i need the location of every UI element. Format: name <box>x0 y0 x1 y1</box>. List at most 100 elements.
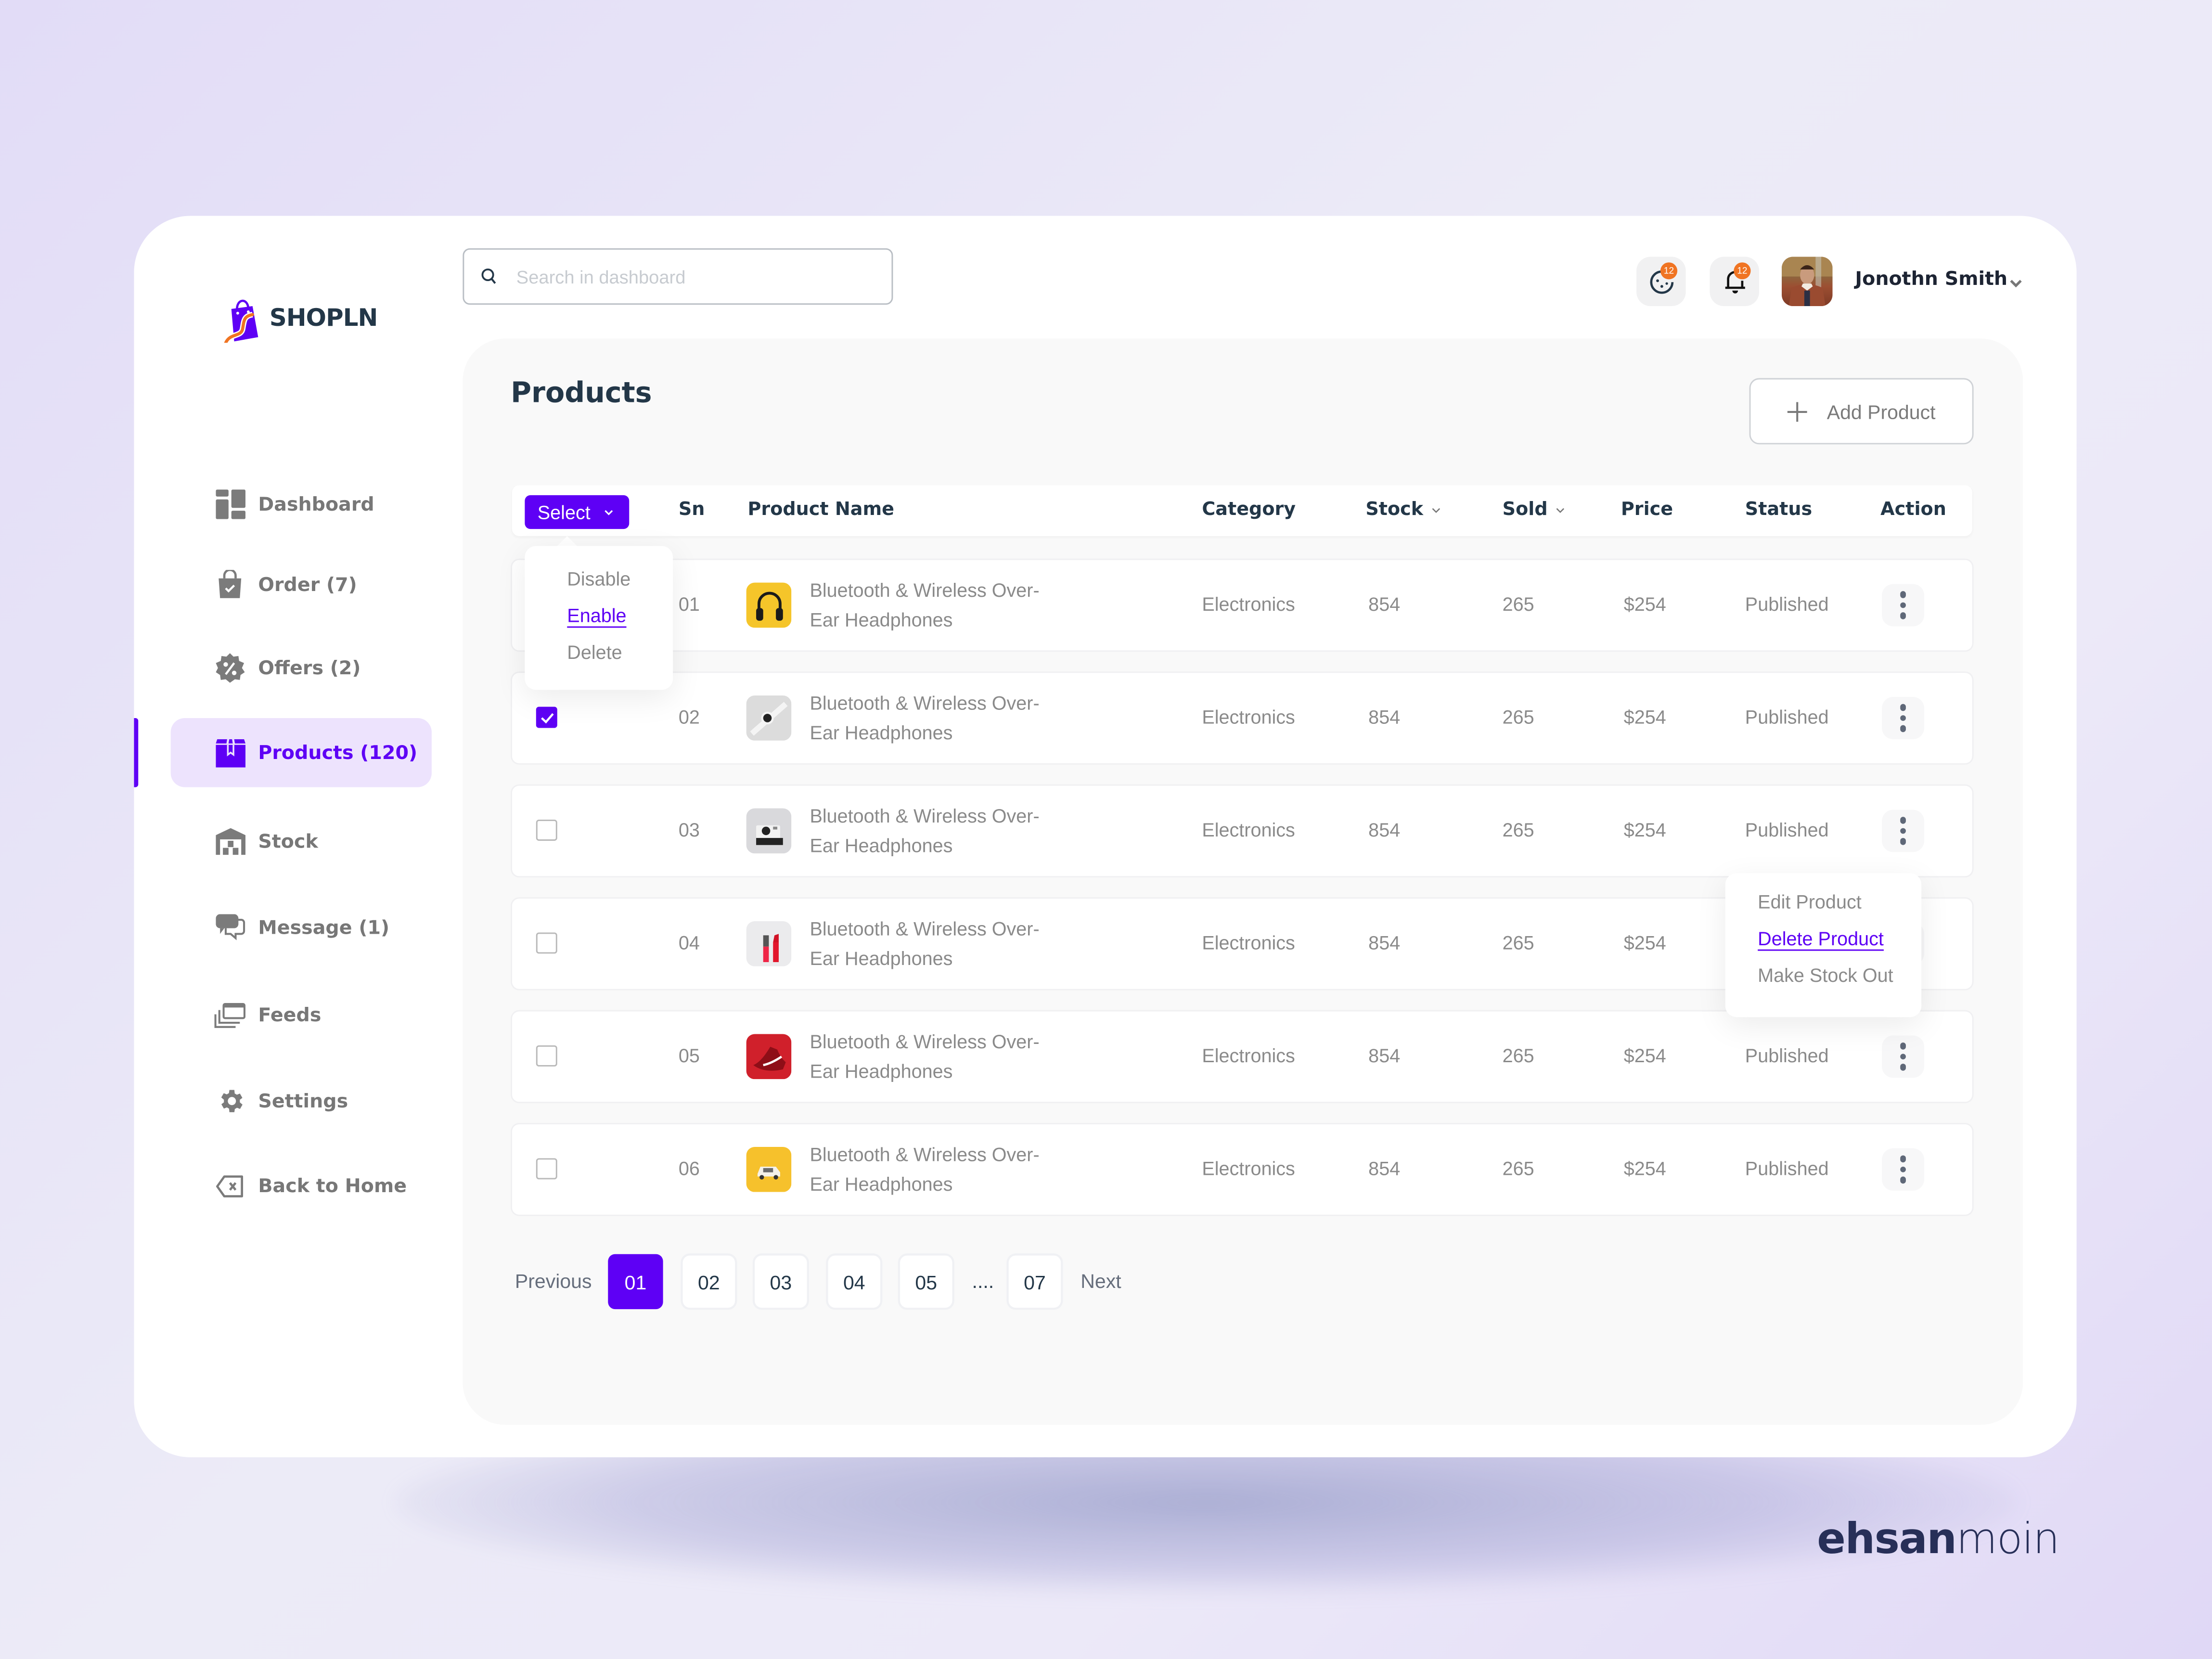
row-actions-button[interactable] <box>1882 1035 1925 1078</box>
row-stock: 854 <box>1368 707 1401 728</box>
kebab-menu-icon <box>1900 704 1906 711</box>
row-price: $254 <box>1623 707 1666 728</box>
column-header-action: Action <box>1880 499 1946 521</box>
row-status: Published <box>1745 819 1829 841</box>
search-box <box>463 248 893 305</box>
product-name[interactable]: Bluetooth & Wireless Over- Ear Headphones <box>810 1031 1040 1082</box>
sidebar-item-products[interactable]: Products (120) <box>170 718 432 787</box>
table-header: Select Sn Product Name Category Stock So… <box>512 485 1972 536</box>
dashboard-icon <box>215 489 245 520</box>
row-price: $254 <box>1623 819 1666 841</box>
pagination-previous[interactable]: Previous <box>514 1270 592 1292</box>
row-sn: 01 <box>678 594 700 615</box>
product-name[interactable]: Bluetooth & Wireless Over- Ear Headphones <box>810 579 1040 631</box>
page-button-03[interactable]: 03 <box>755 1255 807 1308</box>
product-thumbnail-lipstick <box>746 921 792 966</box>
menu-item-edit-product[interactable]: Edit Product <box>1758 891 1862 913</box>
page-button-07[interactable]: 07 <box>1008 1255 1061 1308</box>
notification-count-badge: 12 <box>1660 262 1678 280</box>
cookie-icon <box>1649 270 1673 294</box>
row-actions-button[interactable] <box>1882 584 1925 627</box>
dropdown-caret <box>555 536 579 548</box>
kebab-menu-icon <box>1900 817 1906 824</box>
product-name[interactable]: Bluetooth & Wireless Over- Ear Headphones <box>810 805 1040 857</box>
sidebar-item-settings[interactable]: Settings <box>171 1067 432 1136</box>
column-header-stock[interactable]: Stock <box>1365 500 1440 521</box>
sort-chevron-icon <box>1432 507 1440 513</box>
row-price: $254 <box>1623 1158 1666 1180</box>
sidebar-item-offers[interactable]: Offers (2) <box>171 633 432 703</box>
column-header-status: Status <box>1745 499 1813 521</box>
row-stock: 854 <box>1368 932 1401 954</box>
row-stock: 854 <box>1368 819 1401 841</box>
page-button-01[interactable]: 01 <box>608 1254 663 1310</box>
row-checkbox[interactable] <box>536 1045 557 1067</box>
product-name[interactable]: Bluetooth & Wireless Over- Ear Headphones <box>810 693 1040 744</box>
search-input[interactable] <box>513 264 858 289</box>
notifications-button[interactable]: 12 <box>1710 257 1760 307</box>
sidebar-item-order[interactable]: Order (7) <box>171 550 432 619</box>
menu-item-make-stock-out[interactable]: Make Stock Out <box>1758 965 1893 986</box>
product-name[interactable]: Bluetooth & Wireless Over- Ear Headphones <box>810 1144 1040 1195</box>
user-name[interactable]: Jonothn Smith <box>1855 268 2008 291</box>
row-sold: 265 <box>1502 1045 1534 1067</box>
sidebar-item-stock[interactable]: Stock <box>171 807 432 876</box>
pagination-next[interactable]: Next <box>1080 1270 1121 1292</box>
menu-item-enable[interactable]: Enable <box>567 605 627 627</box>
row-category: Electronics <box>1202 1158 1295 1180</box>
add-product-button[interactable]: Add Product <box>1749 378 1974 445</box>
row-sn: 02 <box>678 707 700 728</box>
row-sn: 04 <box>678 932 700 954</box>
sidebar-item-label: Dashboard <box>258 493 374 516</box>
row-checkbox[interactable] <box>536 932 557 954</box>
row-status: Published <box>1745 594 1829 615</box>
sidebar-item-back-to-home[interactable]: Back to Home <box>171 1151 432 1221</box>
sidebar-item-feeds[interactable]: Feeds <box>171 980 432 1050</box>
row-category: Electronics <box>1202 932 1295 954</box>
product-thumbnail-headphones <box>746 582 792 628</box>
row-sn: 06 <box>678 1158 700 1180</box>
column-header-sold[interactable]: Sold <box>1503 500 1565 521</box>
table-row: 03 Bluetooth & Wireless Over- Ear Headpho… <box>512 785 1972 876</box>
checkmark-icon <box>540 712 553 723</box>
feeds-icon <box>214 1000 246 1030</box>
logo-text: SHOPLN <box>269 305 378 333</box>
cookie-button[interactable]: 12 <box>1636 257 1686 307</box>
row-stock: 854 <box>1368 594 1401 615</box>
menu-item-disable[interactable]: Disable <box>567 568 631 590</box>
row-checkbox[interactable] <box>536 707 557 728</box>
row-category: Electronics <box>1202 1045 1295 1067</box>
kebab-menu-icon <box>1900 591 1906 598</box>
sidebar-item-label: Offers (2) <box>258 656 361 680</box>
row-actions-button[interactable] <box>1882 810 1925 852</box>
sidebar-item-message[interactable]: Message (1) <box>171 893 432 962</box>
row-actions-button[interactable] <box>1882 696 1925 739</box>
row-actions-button[interactable] <box>1882 1148 1925 1191</box>
dropdown-caret <box>1890 862 1913 874</box>
avatar[interactable] <box>1782 257 1833 307</box>
menu-item-delete-product[interactable]: Delete Product <box>1758 928 1884 950</box>
column-header-category: Category <box>1202 499 1296 521</box>
warehouse-icon <box>215 826 245 857</box>
product-thumbnail-camera <box>746 808 792 854</box>
page-title: Products <box>511 375 652 410</box>
table-row: 06 Bluetooth & Wireless Over- Ear Headpho… <box>512 1124 1972 1215</box>
chat-icon <box>215 912 245 943</box>
menu-item-delete[interactable]: Delete <box>567 642 622 663</box>
row-checkbox[interactable] <box>536 1158 557 1180</box>
sort-chevron-icon <box>1556 507 1565 513</box>
sidebar-item-dashboard[interactable]: Dashboard <box>171 470 432 539</box>
logo[interactable]: SHOPLN <box>221 295 378 343</box>
page-button-02[interactable]: 02 <box>682 1255 735 1308</box>
chevron-down-icon[interactable] <box>2009 272 2023 298</box>
row-sold: 265 <box>1502 932 1534 954</box>
row-sold: 265 <box>1502 1158 1534 1180</box>
bulk-select-dropdown[interactable]: Select <box>525 495 630 529</box>
page-button-05[interactable]: 05 <box>900 1255 952 1308</box>
column-header-sn: Sn <box>678 499 705 521</box>
select-label: Select <box>537 502 591 523</box>
product-name[interactable]: Bluetooth & Wireless Over- Ear Headphones <box>810 918 1040 969</box>
row-checkbox[interactable] <box>536 819 557 841</box>
page-button-04[interactable]: 04 <box>828 1255 881 1308</box>
search-icon <box>481 268 497 285</box>
